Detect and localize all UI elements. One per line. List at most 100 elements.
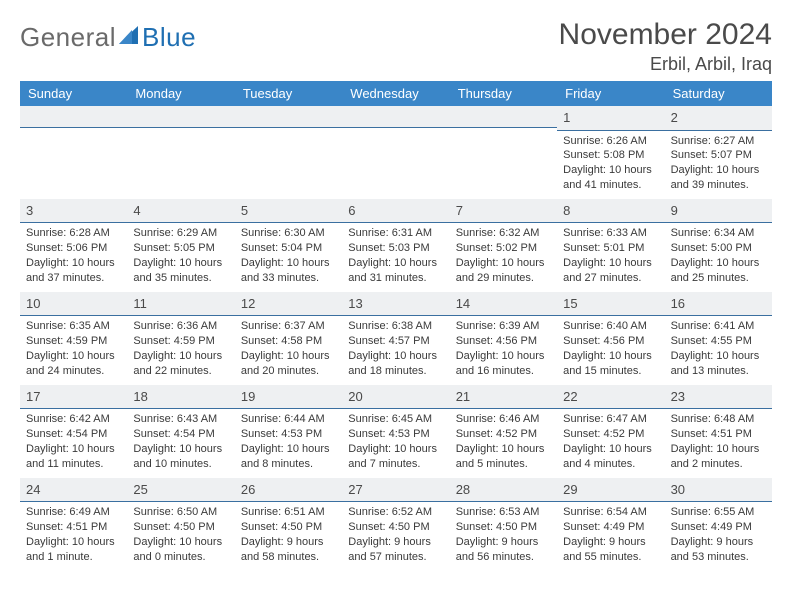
day-info: Sunrise: 6:53 AMSunset: 4:50 PMDaylight:… xyxy=(456,505,551,564)
day-number xyxy=(342,106,449,128)
day-info: Sunrise: 6:54 AMSunset: 4:49 PMDaylight:… xyxy=(563,505,658,564)
day-number: 12 xyxy=(235,292,342,317)
sunrise-text: Sunrise: 6:54 AM xyxy=(563,505,658,520)
sunrise-text: Sunrise: 6:42 AM xyxy=(26,412,121,427)
day-cell: 30Sunrise: 6:55 AMSunset: 4:49 PMDayligh… xyxy=(665,478,772,571)
daylight-text: Daylight: 10 hours xyxy=(26,535,121,550)
day-number: 21 xyxy=(450,385,557,410)
day-number: 19 xyxy=(235,385,342,410)
day-cell: 28Sunrise: 6:53 AMSunset: 4:50 PMDayligh… xyxy=(450,478,557,571)
daylight-text: and 13 minutes. xyxy=(671,364,766,379)
daylight-text: and 58 minutes. xyxy=(241,550,336,565)
day-number: 25 xyxy=(127,478,234,503)
day-info: Sunrise: 6:33 AMSunset: 5:01 PMDaylight:… xyxy=(563,226,658,285)
daylight-text: and 7 minutes. xyxy=(348,457,443,472)
daylight-text: Daylight: 10 hours xyxy=(563,442,658,457)
sunrise-text: Sunrise: 6:28 AM xyxy=(26,226,121,241)
day-number: 10 xyxy=(20,292,127,317)
sunrise-text: Sunrise: 6:32 AM xyxy=(456,226,551,241)
day-info: Sunrise: 6:27 AMSunset: 5:07 PMDaylight:… xyxy=(671,134,766,193)
day-cell xyxy=(127,106,234,199)
daylight-text: and 1 minute. xyxy=(26,550,121,565)
day-cell: 15Sunrise: 6:40 AMSunset: 4:56 PMDayligh… xyxy=(557,292,664,385)
day-info: Sunrise: 6:31 AMSunset: 5:03 PMDaylight:… xyxy=(348,226,443,285)
week-row: 17Sunrise: 6:42 AMSunset: 4:54 PMDayligh… xyxy=(20,385,772,478)
day-cell: 2Sunrise: 6:27 AMSunset: 5:07 PMDaylight… xyxy=(665,106,772,199)
daylight-text: Daylight: 10 hours xyxy=(563,256,658,271)
sunset-text: Sunset: 5:04 PM xyxy=(241,241,336,256)
daylight-text: Daylight: 9 hours xyxy=(241,535,336,550)
day-cell: 14Sunrise: 6:39 AMSunset: 4:56 PMDayligh… xyxy=(450,292,557,385)
daylight-text: Daylight: 10 hours xyxy=(671,442,766,457)
logo: General Blue xyxy=(20,18,196,53)
day-cell: 11Sunrise: 6:36 AMSunset: 4:59 PMDayligh… xyxy=(127,292,234,385)
daylight-text: Daylight: 10 hours xyxy=(133,442,228,457)
day-info: Sunrise: 6:34 AMSunset: 5:00 PMDaylight:… xyxy=(671,226,766,285)
weekday-header: Friday xyxy=(557,81,664,106)
daylight-text: and 55 minutes. xyxy=(563,550,658,565)
daylight-text: Daylight: 10 hours xyxy=(456,442,551,457)
day-cell: 26Sunrise: 6:51 AMSunset: 4:50 PMDayligh… xyxy=(235,478,342,571)
sunset-text: Sunset: 5:01 PM xyxy=(563,241,658,256)
sunrise-text: Sunrise: 6:50 AM xyxy=(133,505,228,520)
sunrise-text: Sunrise: 6:41 AM xyxy=(671,319,766,334)
day-number: 15 xyxy=(557,292,664,317)
sunset-text: Sunset: 4:52 PM xyxy=(563,427,658,442)
daylight-text: and 33 minutes. xyxy=(241,271,336,286)
day-info: Sunrise: 6:32 AMSunset: 5:02 PMDaylight:… xyxy=(456,226,551,285)
day-info: Sunrise: 6:30 AMSunset: 5:04 PMDaylight:… xyxy=(241,226,336,285)
weekday-header: Tuesday xyxy=(235,81,342,106)
daylight-text: Daylight: 10 hours xyxy=(133,349,228,364)
day-number: 27 xyxy=(342,478,449,503)
day-number: 11 xyxy=(127,292,234,317)
daylight-text: and 5 minutes. xyxy=(456,457,551,472)
day-cell: 22Sunrise: 6:47 AMSunset: 4:52 PMDayligh… xyxy=(557,385,664,478)
day-number xyxy=(20,106,127,128)
sunset-text: Sunset: 5:08 PM xyxy=(563,148,658,163)
daylight-text: and 8 minutes. xyxy=(241,457,336,472)
day-cell: 9Sunrise: 6:34 AMSunset: 5:00 PMDaylight… xyxy=(665,199,772,292)
weekday-header-row: Sunday Monday Tuesday Wednesday Thursday… xyxy=(20,81,772,106)
day-cell xyxy=(235,106,342,199)
day-cell: 25Sunrise: 6:50 AMSunset: 4:50 PMDayligh… xyxy=(127,478,234,571)
day-cell: 18Sunrise: 6:43 AMSunset: 4:54 PMDayligh… xyxy=(127,385,234,478)
weeks-container: 1Sunrise: 6:26 AMSunset: 5:08 PMDaylight… xyxy=(20,106,772,571)
day-info: Sunrise: 6:46 AMSunset: 4:52 PMDaylight:… xyxy=(456,412,551,471)
sunrise-text: Sunrise: 6:37 AM xyxy=(241,319,336,334)
daylight-text: Daylight: 10 hours xyxy=(133,535,228,550)
day-number: 13 xyxy=(342,292,449,317)
day-cell: 23Sunrise: 6:48 AMSunset: 4:51 PMDayligh… xyxy=(665,385,772,478)
day-number: 29 xyxy=(557,478,664,503)
day-number: 28 xyxy=(450,478,557,503)
daylight-text: Daylight: 10 hours xyxy=(671,349,766,364)
day-number: 18 xyxy=(127,385,234,410)
day-info: Sunrise: 6:42 AMSunset: 4:54 PMDaylight:… xyxy=(26,412,121,471)
day-info: Sunrise: 6:36 AMSunset: 4:59 PMDaylight:… xyxy=(133,319,228,378)
day-cell: 29Sunrise: 6:54 AMSunset: 4:49 PMDayligh… xyxy=(557,478,664,571)
daylight-text: Daylight: 10 hours xyxy=(456,256,551,271)
day-cell: 6Sunrise: 6:31 AMSunset: 5:03 PMDaylight… xyxy=(342,199,449,292)
daylight-text: Daylight: 10 hours xyxy=(348,349,443,364)
daylight-text: and 31 minutes. xyxy=(348,271,443,286)
daylight-text: Daylight: 9 hours xyxy=(456,535,551,550)
sunrise-text: Sunrise: 6:53 AM xyxy=(456,505,551,520)
daylight-text: Daylight: 10 hours xyxy=(563,349,658,364)
day-number: 26 xyxy=(235,478,342,503)
daylight-text: Daylight: 10 hours xyxy=(241,256,336,271)
sunrise-text: Sunrise: 6:52 AM xyxy=(348,505,443,520)
sunrise-text: Sunrise: 6:43 AM xyxy=(133,412,228,427)
sunrise-text: Sunrise: 6:30 AM xyxy=(241,226,336,241)
daylight-text: and 0 minutes. xyxy=(133,550,228,565)
day-number: 20 xyxy=(342,385,449,410)
weekday-header: Wednesday xyxy=(342,81,449,106)
day-number: 14 xyxy=(450,292,557,317)
sunset-text: Sunset: 4:54 PM xyxy=(133,427,228,442)
day-info: Sunrise: 6:43 AMSunset: 4:54 PMDaylight:… xyxy=(133,412,228,471)
daylight-text: Daylight: 10 hours xyxy=(671,163,766,178)
day-cell: 10Sunrise: 6:35 AMSunset: 4:59 PMDayligh… xyxy=(20,292,127,385)
daylight-text: Daylight: 9 hours xyxy=(563,535,658,550)
sunrise-text: Sunrise: 6:33 AM xyxy=(563,226,658,241)
sunrise-text: Sunrise: 6:26 AM xyxy=(563,134,658,149)
day-number: 7 xyxy=(450,199,557,224)
day-cell: 17Sunrise: 6:42 AMSunset: 4:54 PMDayligh… xyxy=(20,385,127,478)
